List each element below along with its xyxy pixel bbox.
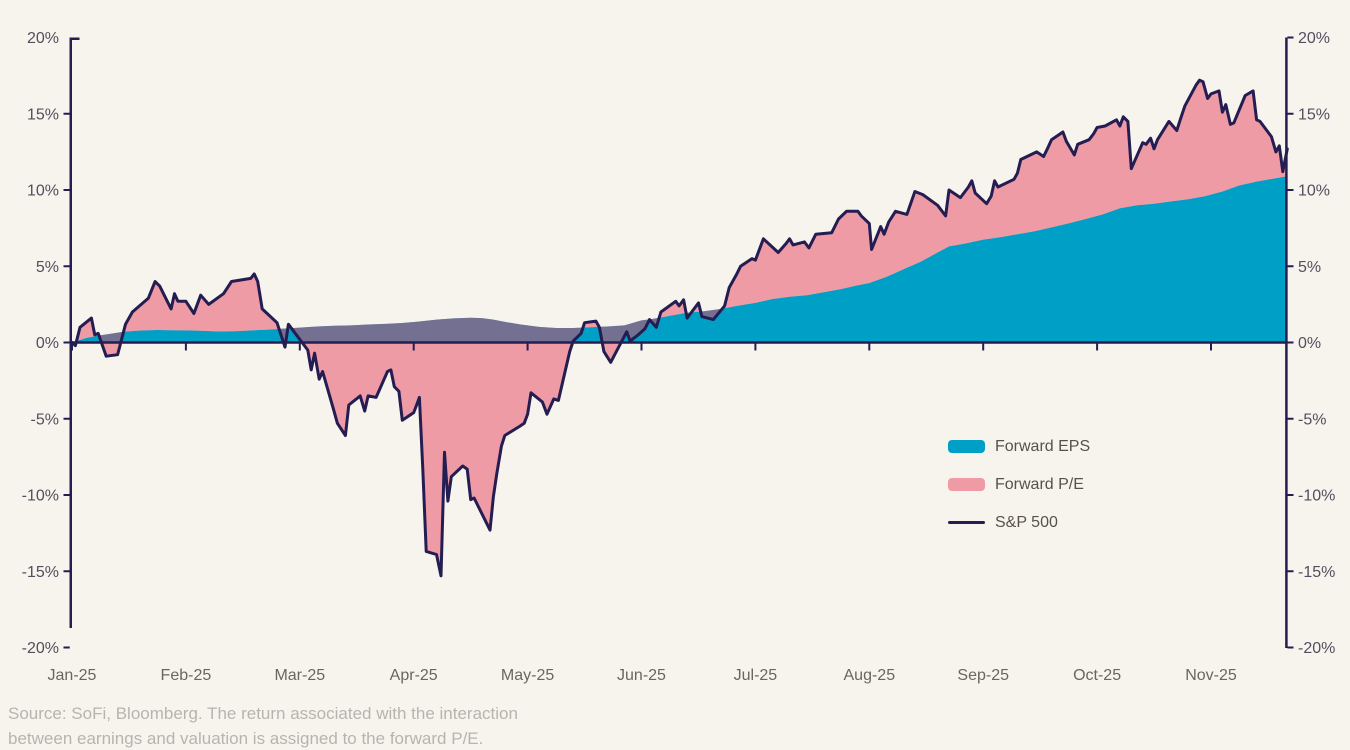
y-axis-label-left: -10% [22, 488, 59, 505]
forward-pe-swatch [948, 478, 985, 491]
y-axis-label-left: 5% [36, 259, 59, 276]
y-axis-left [69, 37, 80, 628]
x-axis-label: Mar-25 [274, 667, 325, 684]
y-axis-label-left: 20% [27, 30, 59, 47]
y-axis-label-right: -20% [1298, 640, 1335, 657]
legend-label-forward-pe: Forward P/E [995, 475, 1084, 493]
x-axis-label: Feb-25 [161, 667, 212, 684]
legend-label-sp500: S&P 500 [995, 513, 1058, 531]
x-axis-label: Oct-25 [1073, 667, 1121, 684]
forward-eps-swatch [948, 440, 985, 453]
x-axis-label: Apr-25 [390, 667, 438, 684]
legend-item-sp500[interactable]: S&P 500 [948, 513, 1090, 531]
y-axis-label-right: -10% [1298, 488, 1335, 505]
x-axis-label: Sep-25 [957, 667, 1009, 684]
sp500-line [70, 78, 1289, 578]
legend-item-forward-eps[interactable]: Forward EPS [948, 437, 1091, 455]
y-axis-label-right: 15% [1298, 106, 1330, 123]
x-axis-label: Jul-25 [734, 667, 778, 684]
y-axis-label-right: 0% [1298, 335, 1321, 352]
x-axis-label: Aug-25 [844, 667, 896, 684]
y-axis-label-left: 0% [36, 335, 59, 352]
y-axis-label-left: -20% [22, 640, 59, 657]
source-note-line1: Source: SoFi, Bloomberg. The return asso… [8, 704, 518, 723]
source-note-line2: between earnings and valuation is assign… [8, 729, 484, 748]
x-axis-label: Nov-25 [1185, 667, 1237, 684]
source-note: Source: SoFi, Bloomberg. The return asso… [8, 701, 518, 750]
y-axis-label-right: -5% [1298, 411, 1326, 428]
y-axis-label-right: 10% [1298, 183, 1330, 200]
y-axis-label-left: 15% [27, 106, 59, 123]
sp500-line-swatch [948, 520, 985, 525]
y-axis-label-left: 10% [27, 183, 59, 200]
x-axis-label: Jan-25 [48, 667, 97, 684]
x-axis-label: Jun-25 [617, 667, 666, 684]
forward-pe-area [72, 80, 1288, 576]
legend: Forward EPS Forward P/E S&P 500 [948, 437, 1091, 531]
y-axis-label-right: -15% [1298, 564, 1335, 581]
forward-eps-area [72, 176, 1288, 343]
y-axis-label-left: -15% [22, 564, 59, 581]
y-axis-label-right: 5% [1298, 259, 1321, 276]
legend-label-forward-eps: Forward EPS [995, 437, 1091, 455]
y-axis-label-left: -5% [31, 411, 59, 428]
x-axis-label: May-25 [501, 667, 554, 684]
legend-item-forward-pe[interactable]: Forward P/E [948, 475, 1090, 493]
y-axis-label-right: 20% [1298, 30, 1330, 47]
